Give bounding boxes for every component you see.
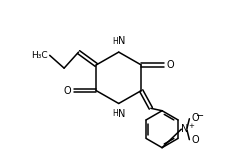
Text: +: + xyxy=(188,123,195,129)
Text: N: N xyxy=(118,109,125,119)
Text: H₃C: H₃C xyxy=(31,51,48,60)
Text: H: H xyxy=(112,109,118,118)
Text: H: H xyxy=(112,37,118,46)
Text: N: N xyxy=(181,124,188,134)
Text: O: O xyxy=(192,135,199,145)
Text: O: O xyxy=(166,60,174,70)
Text: N: N xyxy=(118,36,125,46)
Text: −: − xyxy=(196,110,204,121)
Text: O: O xyxy=(64,86,71,96)
Text: O: O xyxy=(192,113,199,123)
